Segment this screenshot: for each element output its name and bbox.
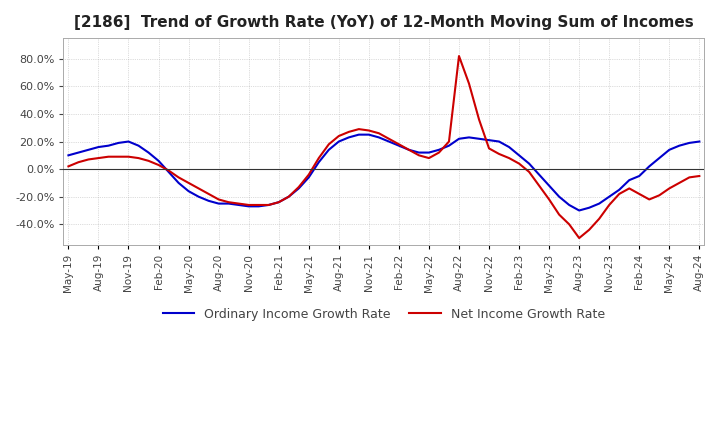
Title: [2186]  Trend of Growth Rate (YoY) of 12-Month Moving Sum of Incomes: [2186] Trend of Growth Rate (YoY) of 12-… (74, 15, 694, 30)
Net Income Growth Rate (415, 153, 423, 158)
Line: Ordinary Income Growth Rate: Ordinary Income Growth Rate (68, 135, 699, 210)
Net Income Growth Rate (485, 146, 493, 151)
Ordinary Income Growth Rate (144, 150, 153, 155)
Net Income Growth Rate (325, 142, 333, 147)
Net Income Growth Rate (575, 235, 583, 241)
Ordinary Income Growth Rate (485, 138, 493, 143)
Ordinary Income Growth Rate (425, 150, 433, 155)
Net Income Growth Rate (374, 131, 383, 136)
Legend: Ordinary Income Growth Rate, Net Income Growth Rate: Ordinary Income Growth Rate, Net Income … (158, 303, 610, 326)
Ordinary Income Growth Rate (325, 147, 333, 152)
Ordinary Income Growth Rate (575, 208, 583, 213)
Net Income Growth Rate (144, 158, 153, 164)
Ordinary Income Growth Rate (354, 132, 363, 137)
Net Income Growth Rate (64, 164, 73, 169)
Ordinary Income Growth Rate (695, 139, 703, 144)
Net Income Growth Rate (474, 117, 483, 122)
Net Income Growth Rate (454, 53, 463, 59)
Net Income Growth Rate (695, 173, 703, 179)
Line: Net Income Growth Rate: Net Income Growth Rate (68, 56, 699, 238)
Ordinary Income Growth Rate (474, 136, 483, 141)
Ordinary Income Growth Rate (64, 153, 73, 158)
Ordinary Income Growth Rate (384, 139, 393, 144)
